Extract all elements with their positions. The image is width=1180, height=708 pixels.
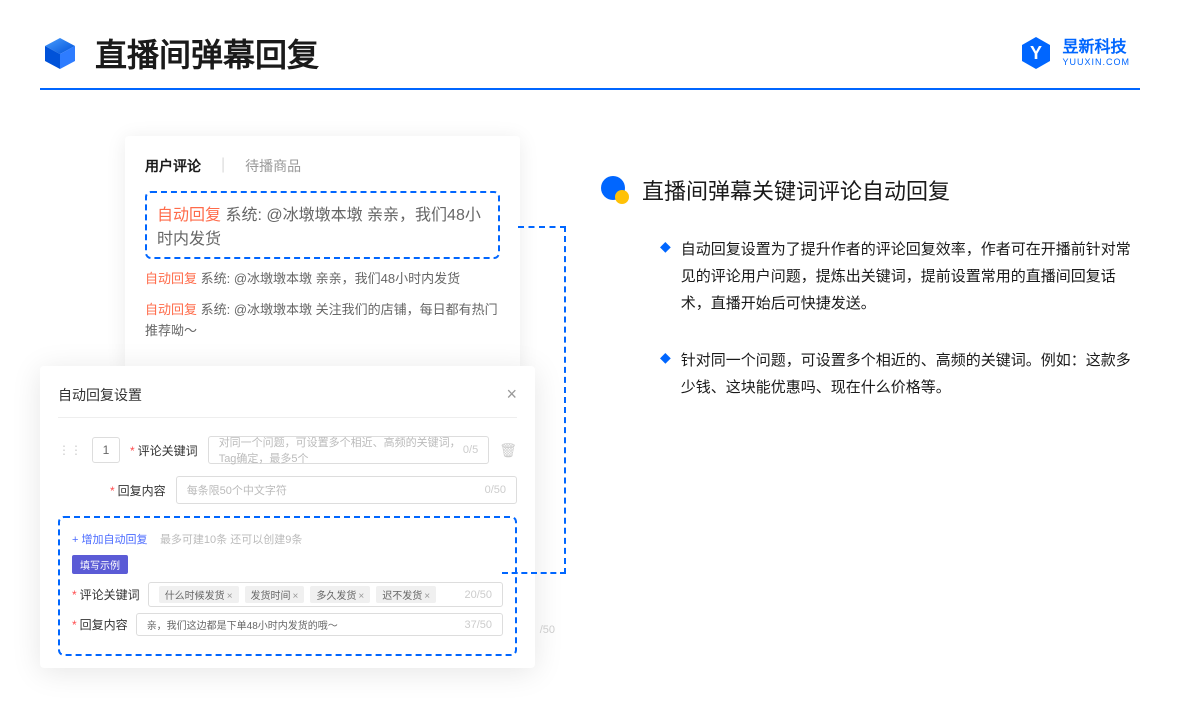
bullet-marker: ◆ [660, 349, 671, 401]
bullet-marker: ◆ [660, 238, 671, 317]
ex-content-label: *回复内容 [72, 616, 128, 633]
comment-line: 自动回复 系统: @冰墩墩本墩 亲亲，我们48小时内发货 [145, 269, 500, 290]
company-logo: Y 昱新科技 YUUXIN.COM [1018, 35, 1130, 71]
logo-icon: Y [1018, 35, 1054, 71]
bullet-text: 自动回复设置为了提升作者的评论回复效率，作者可在开播前针对常见的评论用户问题，提… [681, 236, 1140, 317]
content-label: *回复内容 [110, 482, 166, 499]
logo-main: 昱新科技 [1062, 38, 1130, 57]
close-button[interactable]: × [506, 384, 517, 405]
item-number: 1 [92, 437, 120, 463]
ex-keyword-tags[interactable]: 什么时候发货× 发货时间× 多久发货× 迟不发货× 20/50 [148, 582, 503, 607]
delete-icon[interactable]: 🗑 [499, 442, 517, 459]
ex-content-box[interactable]: 亲，我们这边都是下单48小时内发货的哦～ 37/50 [136, 613, 503, 636]
comment-card: 用户评论 | 待播商品 自动回复 系统: @冰墩墩本墩 亲亲，我们48小时内发货… [125, 136, 520, 371]
section-title: 直播间弹幕关键词评论自动回复 [642, 174, 950, 206]
settings-modal: 自动回复设置 × ⋮⋮ 1 *评论关键词 对同一个问题，可设置多个相近、高频的关… [40, 366, 535, 668]
example-badge: 填写示例 [72, 555, 128, 574]
example-section: + 增加自动回复 最多可建10条 还可以创建9条 填写示例 *评论关键词 什么时… [58, 516, 517, 656]
content-input[interactable]: 每条限50个中文字符 0/50 [176, 476, 517, 504]
highlighted-comment: 自动回复 系统: @冰墩墩本墩 亲亲，我们48小时内发货 [145, 191, 500, 259]
add-hint: 最多可建10条 还可以创建9条 [160, 534, 302, 546]
bullet-item: ◆ 针对同一个问题，可设置多个相近的、高频的关键词。例如：这款多少钱、这块能优惠… [660, 347, 1140, 401]
bullet-item: ◆ 自动回复设置为了提升作者的评论回复效率，作者可在开播前针对常见的评论用户问题… [660, 236, 1140, 317]
logo-sub: YUUXIN.COM [1062, 57, 1130, 68]
comment-text: 系统: @冰墩墩本墩 亲亲，我们48小时内发货 [201, 271, 461, 286]
tab-divider: | [221, 156, 225, 176]
auto-reply-tag: 自动回复 [157, 207, 221, 224]
comment-line: 自动回复 系统: @冰墩墩本墩 关注我们的店铺，每日都有热门推荐呦～ [145, 300, 500, 342]
ex-keyword-label: *评论关键词 [72, 586, 140, 603]
keyword-input[interactable]: 对同一个问题，可设置多个相近、高频的关键词，Tag确定，最多5个 0/5 [208, 436, 490, 464]
comment-text: 系统: @冰墩墩本墩 关注我们的店铺，每日都有热门推荐呦～ [145, 302, 498, 338]
tag-item: 什么时候发货× [159, 586, 239, 603]
tab-comments[interactable]: 用户评论 [145, 156, 201, 176]
page-title: 直播间弹幕回复 [95, 30, 319, 76]
cube-icon [40, 33, 80, 73]
auto-reply-tag: 自动回复 [145, 271, 197, 286]
bullet-text: 针对同一个问题，可设置多个相近的、高频的关键词。例如：这款多少钱、这块能优惠吗、… [681, 347, 1140, 401]
chat-bubble-icon [600, 175, 630, 205]
svg-text:Y: Y [1030, 43, 1042, 63]
tag-item: 迟不发货× [376, 586, 436, 603]
keyword-label: *评论关键词 [130, 442, 198, 459]
header-divider [40, 88, 1140, 90]
connector-line [502, 572, 566, 574]
connector-line [564, 226, 566, 574]
modal-title: 自动回复设置 [58, 385, 142, 405]
connector-line [518, 226, 566, 228]
tab-products[interactable]: 待播商品 [245, 156, 301, 176]
tag-item: 多久发货× [310, 586, 370, 603]
add-auto-reply-link[interactable]: + 增加自动回复 [72, 531, 147, 547]
outer-counter: /50 [540, 624, 555, 636]
auto-reply-tag: 自动回复 [145, 302, 197, 317]
tag-item: 发货时间× [245, 586, 305, 603]
drag-handle[interactable]: ⋮⋮ [58, 443, 82, 457]
